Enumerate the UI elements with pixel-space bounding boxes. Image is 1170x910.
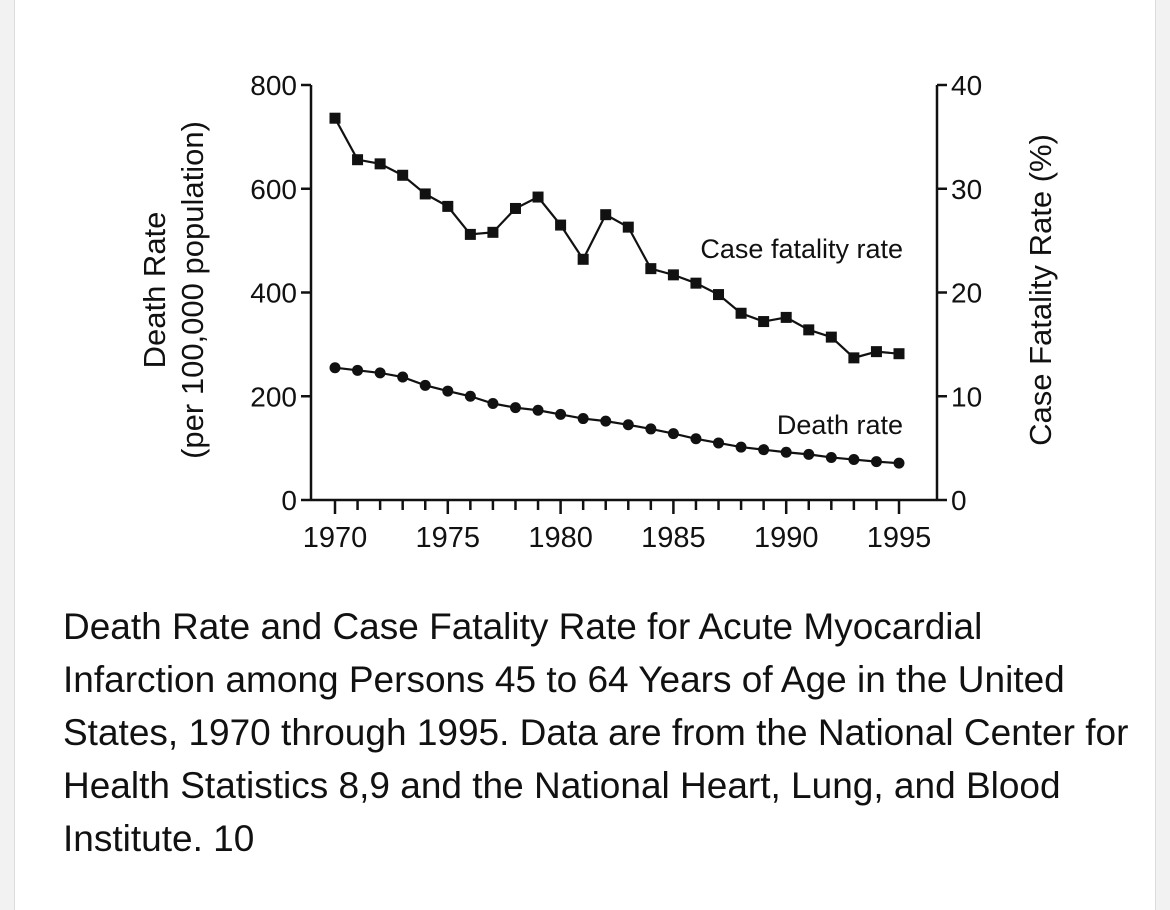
- case-fatality-rate-point: [803, 324, 815, 336]
- case-fatality-rate-point: [352, 154, 364, 166]
- y-right-tick-label: 40: [951, 70, 982, 101]
- y-right-tick-label: 10: [951, 381, 982, 412]
- death-rate-point: [487, 398, 499, 410]
- death-rate-point: [442, 385, 454, 397]
- death-rate-point: [509, 402, 521, 414]
- x-tick-label: 1985: [641, 522, 706, 554]
- y-axis-left-title-line1: Death Rate: [137, 212, 172, 369]
- death-rate-point: [329, 362, 341, 374]
- case-fatality-rate-point: [487, 226, 499, 238]
- death-rate-point: [780, 446, 792, 458]
- death-rate-point: [600, 415, 612, 427]
- death-rate-point: [397, 371, 409, 383]
- y-left-tick-label: 200: [250, 381, 297, 412]
- death-rate-point: [532, 404, 544, 416]
- case-fatality-rate-point: [758, 316, 770, 328]
- x-tick-label: 1995: [867, 522, 932, 554]
- case-fatality-rate-point: [509, 202, 521, 214]
- x-tick-label: 1990: [754, 522, 819, 554]
- y-axis-left-title-line2: (per 100,000 population): [175, 121, 210, 459]
- y-right-tick-label: 30: [951, 174, 982, 205]
- axis-labels: Death Rate (per 100,000 population) Case…: [137, 121, 1058, 459]
- y-left-tick-label: 800: [250, 70, 297, 101]
- case-fatality-rate-point: [329, 112, 341, 124]
- case-fatality-rate-point: [622, 221, 634, 233]
- death-rate-point: [825, 451, 837, 463]
- death-rate-point: [870, 456, 882, 468]
- case-fatality-rate-point: [893, 348, 905, 360]
- figure-caption: Death Rate and Case Fatality Rate for Ac…: [63, 606, 1129, 859]
- death-rate-point: [622, 419, 634, 431]
- case-fatality-rate-point: [419, 188, 431, 200]
- case-fatality-rate-point: [825, 331, 837, 343]
- case-fatality-rate-point: [442, 200, 454, 212]
- case-fatality-rate-point: [713, 289, 725, 301]
- case-fatality-rate-point: [374, 158, 386, 170]
- figure-card: 0 200 400 600 800 0 10 20 30 40 1970 1975 1980 1985 19…: [14, 0, 1156, 910]
- case-fatality-rate-point: [870, 346, 882, 358]
- death-rate-point: [758, 444, 770, 456]
- death-rate-point: [667, 428, 679, 440]
- y-left-tick-label: 600: [250, 174, 297, 205]
- death-rate-point: [645, 423, 657, 435]
- case-fatality-rate-point: [577, 253, 589, 265]
- y-left-tick-label: 400: [250, 278, 297, 309]
- case-fatality-rate-point: [735, 307, 747, 319]
- dual-axis-line-chart: 0 200 400 600 800 0 10 20 30 40 1970 1975 1980 1985 19…: [137, 70, 1058, 554]
- y-axis-right-title: Case Fatality Rate (%): [1023, 134, 1058, 446]
- case-fatality-rate-point: [464, 228, 476, 240]
- death-rate-point: [803, 448, 815, 460]
- death-rate-point: [713, 437, 725, 449]
- case-fatality-rate-point: [397, 169, 409, 181]
- case-fatality-rate-point: [532, 191, 544, 203]
- x-tick-label: 1975: [416, 522, 481, 554]
- case-fatality-rate-point: [780, 311, 792, 323]
- case-fatality-rate-point: [667, 269, 679, 281]
- case-fatality-rate-point: [690, 277, 702, 289]
- death-rate-point: [577, 413, 589, 425]
- y-right-tick-label: 0: [951, 485, 967, 516]
- death-rate-point: [419, 379, 431, 391]
- death-rate-point: [893, 457, 905, 469]
- x-tick-label: 1980: [528, 522, 593, 554]
- series-label-case-fatality: Case fatality rate: [700, 234, 903, 264]
- case-fatality-rate-point: [555, 219, 567, 231]
- y-left-tick-label: 0: [281, 485, 297, 516]
- death-rate-point: [352, 364, 364, 376]
- death-rate-point: [848, 454, 860, 466]
- case-fatality-rate-point: [645, 263, 657, 275]
- death-rate-point: [464, 390, 476, 402]
- death-rate-point: [735, 441, 747, 453]
- axes: 0 200 400 600 800 0 10 20 30 40 1970 1975 1980 1985 19…: [250, 70, 982, 554]
- death-rate-point: [374, 367, 386, 379]
- case-fatality-rate-point: [600, 209, 612, 221]
- death-rate-point: [555, 408, 567, 420]
- case-fatality-rate-point: [848, 352, 860, 364]
- death-rate-point: [690, 433, 702, 445]
- series-label-death-rate: Death rate: [777, 410, 903, 440]
- series: [329, 112, 905, 469]
- y-right-tick-label: 20: [951, 278, 982, 309]
- x-tick-label: 1970: [303, 522, 368, 554]
